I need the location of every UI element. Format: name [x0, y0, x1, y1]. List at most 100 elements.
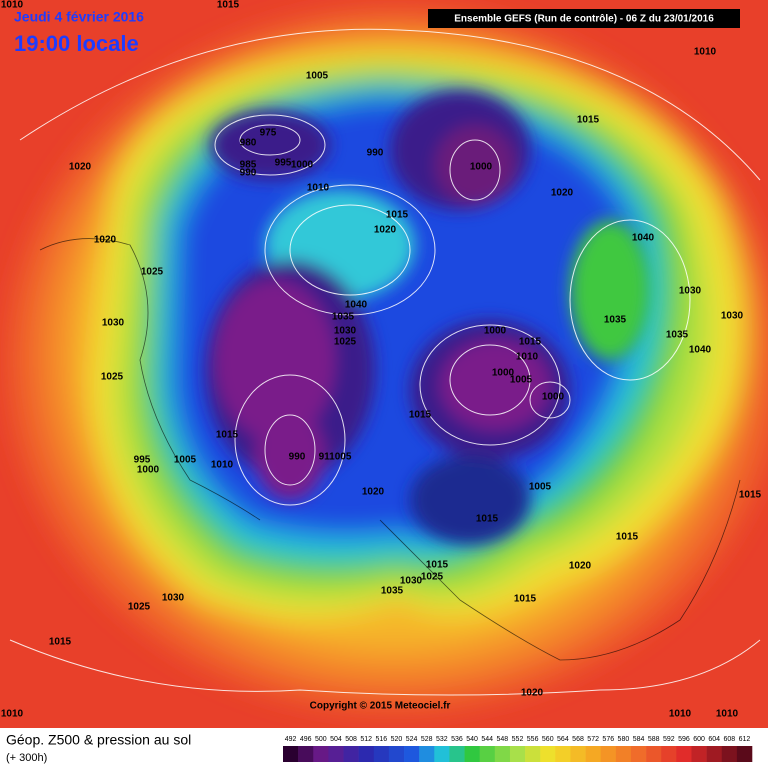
- isobar-label: 1020: [521, 688, 544, 699]
- isobar-label: 1015: [49, 637, 72, 648]
- legend-label: 528: [421, 736, 433, 743]
- legend-label: 568: [572, 736, 584, 743]
- legend-label: 520: [391, 736, 403, 743]
- isobar-label: 995: [275, 158, 292, 169]
- legend-swatch: [479, 746, 496, 762]
- isobar-label: 1000: [470, 162, 493, 173]
- isobar-label: 1000: [137, 465, 160, 476]
- date: Jeudi 4 février 2016: [14, 9, 144, 25]
- legend-label: 584: [633, 736, 645, 743]
- legend-swatch: [691, 746, 707, 762]
- isobar-label: 1030: [162, 593, 185, 604]
- legend-swatch: [661, 746, 677, 762]
- legend-swatch: [434, 746, 450, 762]
- isobar-label: 1025: [128, 602, 151, 613]
- isobar-label: 1010: [669, 709, 692, 720]
- legend-label: 504: [330, 736, 342, 743]
- legend-label: 536: [451, 736, 463, 743]
- model-run: Ensemble GEFS (Run de contrôle) - 06 Z d…: [454, 14, 714, 25]
- isobar-label: 975: [260, 128, 277, 139]
- legend-label: 564: [557, 736, 569, 743]
- isobar-label: 985: [240, 160, 257, 171]
- legend-label: 580: [618, 736, 630, 743]
- legend-label: 540: [466, 736, 478, 743]
- legend-swatch: [540, 746, 556, 762]
- isobar-label: 980: [240, 138, 257, 149]
- isobar-label: 1040: [345, 300, 368, 311]
- isobar-label: 1025: [421, 572, 444, 583]
- isobar-label: 911005: [319, 452, 352, 463]
- legend-label: 508: [345, 736, 357, 743]
- isobar-label: 995: [134, 455, 151, 466]
- legend-swatch: [373, 746, 390, 762]
- legend-swatch: [313, 746, 329, 762]
- legend-swatch: [676, 746, 692, 762]
- isobar-label: 1015: [426, 560, 449, 571]
- isobar-label: 1030: [721, 311, 744, 322]
- isobar-label: 1020: [551, 188, 574, 199]
- isobar-label: 1015: [514, 594, 537, 605]
- legend-swatch: [736, 746, 753, 762]
- legend-label: 560: [542, 736, 554, 743]
- legend-label: 548: [497, 736, 509, 743]
- copyright: Copyright © 2015 Meteociel.fr: [310, 701, 451, 712]
- isobar-label: 1000: [484, 326, 507, 337]
- isobar-label: 1010: [307, 183, 330, 194]
- isobar-label: 1010: [1, 709, 24, 720]
- isobar-label: 1015: [386, 210, 409, 221]
- isobar-label: 1030: [400, 576, 423, 587]
- isobar-label: 1035: [381, 586, 404, 597]
- isobar-label: 1040: [632, 233, 655, 244]
- isobar-label: 1025: [101, 372, 124, 383]
- legend-label: 596: [678, 736, 690, 743]
- isobar-label: 990: [367, 148, 384, 159]
- isobar-label: 1015: [217, 0, 240, 11]
- legend-swatch: [464, 746, 480, 762]
- isobar-label: 1030: [102, 318, 125, 329]
- legend-swatch: [615, 746, 632, 762]
- isobar-label: 1000: [542, 392, 565, 403]
- legend-swatch: [298, 746, 314, 762]
- isobar-label: 1020: [69, 162, 92, 173]
- legend-swatch: [328, 746, 344, 762]
- isobar-label: 1015: [519, 337, 542, 348]
- isobar-label: 990: [240, 168, 257, 179]
- legend-label: 612: [739, 736, 751, 743]
- isobar-label: 1015: [616, 532, 639, 543]
- isobars: [9, 28, 761, 696]
- legend-label: 532: [436, 736, 448, 743]
- isobar-label: 1040: [689, 345, 712, 356]
- isobar-label: 1010: [1, 0, 24, 11]
- legend-label: 556: [527, 736, 539, 743]
- time: 19:00 locale: [14, 31, 139, 56]
- isobar-label: 1020: [374, 225, 397, 236]
- color-legend: 492 496 500 504 508 512 516 520 524 528 532 536 540 5…: [283, 736, 753, 762]
- isobar-label: 990: [289, 452, 306, 463]
- legend-label: 524: [406, 736, 418, 743]
- footer-title: Géop. Z500 & pression au sol: [6, 732, 191, 748]
- legend-swatch: [404, 746, 420, 762]
- legend-label: 600: [693, 736, 705, 743]
- isobar-label: 1005: [529, 482, 552, 493]
- legend-swatch: [585, 746, 602, 762]
- isobar-label: 1010: [716, 709, 739, 720]
- isobar-label: 1020: [362, 487, 385, 498]
- legend-label: 588: [648, 736, 660, 743]
- legend-label: 604: [708, 736, 720, 743]
- legend-label: 544: [481, 736, 493, 743]
- isobar-label: 1005: [174, 455, 197, 466]
- legend-label: 492: [285, 736, 297, 743]
- legend-swatch: [646, 746, 662, 762]
- legend-swatch: [388, 746, 405, 762]
- isobar-label: 1000: [492, 368, 515, 379]
- legend-label: 496: [300, 736, 312, 743]
- legend-label: 608: [723, 736, 735, 743]
- isobar-label: 1015: [739, 490, 762, 501]
- legend-swatch: [343, 746, 359, 762]
- isobar-label: 1005: [306, 71, 329, 82]
- legend-swatch: [525, 746, 541, 762]
- legend-swatch: [449, 746, 465, 762]
